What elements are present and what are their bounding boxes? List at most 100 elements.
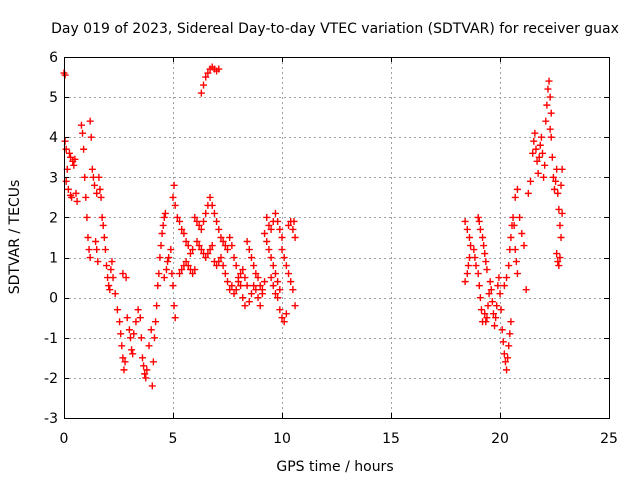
data-point <box>289 286 297 294</box>
data-point <box>92 238 100 246</box>
data-point <box>82 193 90 201</box>
data-point <box>516 213 524 221</box>
data-point <box>99 221 107 229</box>
data-point <box>213 217 221 225</box>
data-point <box>215 65 223 73</box>
data-point <box>546 93 554 101</box>
data-point <box>290 217 298 225</box>
data-point <box>475 217 483 225</box>
data-point <box>85 246 93 254</box>
data-point <box>492 314 500 322</box>
data-point <box>200 217 208 225</box>
data-point <box>77 121 85 129</box>
data-point <box>250 282 258 290</box>
data-point <box>197 89 205 97</box>
data-point <box>184 262 192 270</box>
data-point <box>476 225 484 233</box>
data-point <box>65 149 73 157</box>
data-point <box>554 258 562 266</box>
data-point <box>291 302 299 310</box>
data-point <box>512 258 520 266</box>
data-point <box>265 221 273 229</box>
data-point <box>195 221 203 229</box>
data-point <box>472 262 480 270</box>
data-point <box>555 205 563 213</box>
y-tick-label: -2 <box>44 371 58 387</box>
data-point <box>204 250 212 258</box>
data-point <box>224 278 231 286</box>
data-point <box>128 346 136 354</box>
data-point <box>87 133 95 141</box>
data-point <box>111 290 119 298</box>
data-point <box>156 254 164 262</box>
data-point <box>254 274 262 282</box>
data-point <box>278 314 286 322</box>
data-point <box>485 290 493 298</box>
data-point <box>498 326 506 334</box>
data-point <box>150 334 158 342</box>
data-point <box>271 270 279 278</box>
data-point <box>176 270 184 278</box>
data-point <box>122 274 130 282</box>
data-point <box>224 246 231 254</box>
data-point <box>86 117 94 125</box>
data-point <box>91 181 99 189</box>
data-point <box>285 221 293 229</box>
data-point <box>527 177 535 185</box>
data-point <box>533 157 541 165</box>
data-point <box>93 246 101 254</box>
data-point <box>282 262 290 270</box>
data-point <box>170 302 178 310</box>
data-point <box>61 71 69 79</box>
data-point <box>556 254 564 262</box>
data-point <box>245 298 253 306</box>
y-tick-label: 1 <box>49 251 58 267</box>
data-point <box>145 342 153 350</box>
data-point <box>173 213 181 221</box>
data-point <box>232 286 240 294</box>
x-axis-title: GPS time / hours <box>276 459 393 475</box>
chart-title: Day 019 of 2023, Sidereal Day-to-day VTE… <box>51 21 619 37</box>
data-point <box>252 286 260 294</box>
data-point <box>535 153 543 161</box>
data-point <box>132 318 140 326</box>
data-point <box>80 145 88 153</box>
data-point <box>109 274 117 282</box>
data-point <box>289 225 297 233</box>
data-point <box>250 262 258 270</box>
data-point <box>552 177 560 185</box>
data-point <box>189 246 197 254</box>
data-point <box>83 213 91 221</box>
data-point <box>64 185 72 193</box>
data-point <box>101 246 109 254</box>
data-point <box>239 294 247 302</box>
data-point <box>274 217 282 225</box>
data-point <box>471 254 479 262</box>
x-tick-label: 20 <box>491 431 509 447</box>
data-point <box>467 242 475 250</box>
data-point <box>86 254 94 262</box>
data-point <box>291 234 299 241</box>
data-point <box>254 294 262 302</box>
data-point <box>497 306 505 314</box>
data-point <box>481 250 489 258</box>
data-point <box>180 229 188 237</box>
data-point <box>529 149 537 157</box>
data-point <box>62 145 70 153</box>
data-point <box>228 242 236 250</box>
data-point <box>499 338 507 346</box>
data-point <box>119 270 127 278</box>
data-point <box>79 129 87 137</box>
data-point <box>494 282 502 290</box>
data-point <box>106 286 114 294</box>
data-point <box>96 185 104 193</box>
x-tick-label: 0 <box>60 431 69 447</box>
data-point <box>247 254 255 262</box>
data-point <box>555 262 563 270</box>
data-point <box>267 274 275 282</box>
data-point <box>117 330 125 338</box>
data-point <box>479 234 487 241</box>
data-point <box>171 201 179 209</box>
data-point <box>474 213 482 221</box>
